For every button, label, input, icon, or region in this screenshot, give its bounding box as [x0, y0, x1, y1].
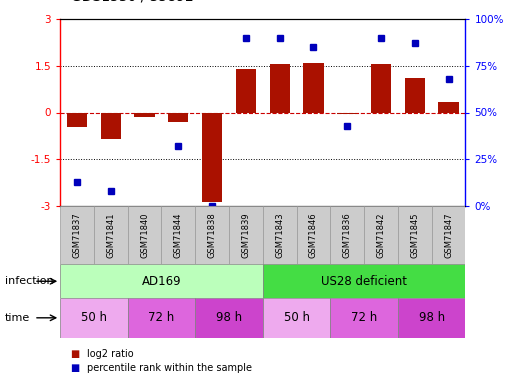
Bar: [60, 298, 128, 338]
Text: 98 h: 98 h: [418, 311, 445, 324]
Text: GSM71842: GSM71842: [377, 213, 385, 258]
Text: log2 ratio: log2 ratio: [87, 350, 134, 359]
Bar: [134, 112, 155, 117]
Bar: [128, 298, 195, 338]
Bar: [162, 206, 195, 264]
Bar: [331, 298, 398, 338]
Bar: [269, 64, 290, 112]
Bar: [60, 206, 94, 264]
Text: US28 deficient: US28 deficient: [321, 275, 407, 288]
Text: GSM71843: GSM71843: [275, 213, 284, 258]
Text: 50 h: 50 h: [81, 311, 107, 324]
Bar: [263, 298, 331, 338]
Text: GSM71837: GSM71837: [73, 212, 82, 258]
Text: GSM71847: GSM71847: [444, 213, 453, 258]
Text: ■: ■: [71, 350, 80, 359]
Bar: [195, 298, 263, 338]
Text: GSM71841: GSM71841: [106, 213, 115, 258]
Bar: [337, 112, 357, 114]
Bar: [229, 206, 263, 264]
Text: GSM71844: GSM71844: [174, 213, 183, 258]
Text: AD169: AD169: [142, 275, 181, 288]
Bar: [431, 206, 465, 264]
Bar: [438, 102, 459, 112]
Bar: [236, 69, 256, 112]
Bar: [398, 206, 431, 264]
Text: infection: infection: [5, 276, 54, 286]
Bar: [263, 206, 297, 264]
Bar: [364, 206, 398, 264]
Text: GSM71845: GSM71845: [411, 213, 419, 258]
Text: GSM71839: GSM71839: [242, 213, 251, 258]
Bar: [67, 112, 87, 127]
Bar: [398, 298, 465, 338]
Bar: [371, 64, 391, 112]
Text: 72 h: 72 h: [149, 311, 175, 324]
Text: 98 h: 98 h: [216, 311, 242, 324]
Bar: [405, 78, 425, 112]
Text: GSM71838: GSM71838: [208, 212, 217, 258]
Bar: [303, 63, 324, 112]
Bar: [100, 112, 121, 139]
Text: 50 h: 50 h: [283, 311, 310, 324]
Text: GSM71840: GSM71840: [140, 213, 149, 258]
Bar: [128, 206, 162, 264]
Bar: [331, 206, 364, 264]
Text: time: time: [5, 313, 30, 323]
Bar: [94, 206, 128, 264]
Bar: [195, 206, 229, 264]
Text: percentile rank within the sample: percentile rank within the sample: [87, 363, 252, 373]
Bar: [60, 264, 263, 298]
Text: GDS1530 / 35892: GDS1530 / 35892: [71, 0, 194, 4]
Bar: [297, 206, 331, 264]
Bar: [202, 112, 222, 202]
Text: GSM71836: GSM71836: [343, 212, 352, 258]
Bar: [168, 112, 188, 122]
Bar: [263, 264, 465, 298]
Text: ■: ■: [71, 363, 80, 373]
Text: GSM71846: GSM71846: [309, 213, 318, 258]
Text: 72 h: 72 h: [351, 311, 377, 324]
